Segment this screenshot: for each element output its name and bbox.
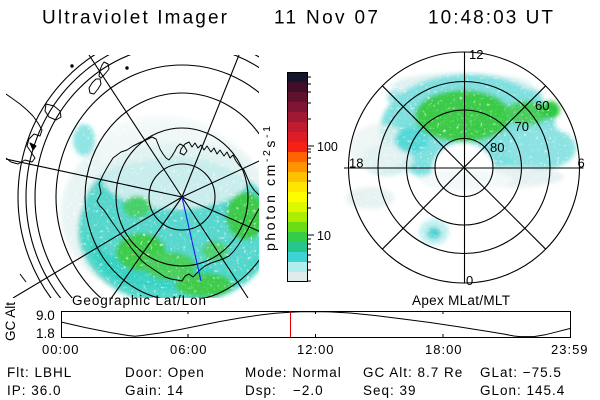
svg-text:GC Alt: 8.7 Re: GC Alt: 8.7 Re [363,365,463,380]
svg-text:1.8: 1.8 [36,326,55,341]
svg-text:9.0: 9.0 [36,308,55,323]
svg-text:Geographic Lat/Lon: Geographic Lat/Lon [72,293,206,308]
svg-text:18:00: 18:00 [425,342,463,357]
svg-text:100: 100 [317,140,338,154]
svg-text:23:59: 23:59 [551,342,589,357]
svg-text:Apex MLat/MLT: Apex MLat/MLT [412,293,510,308]
svg-text:10:48:03 UT: 10:48:03 UT [428,8,553,29]
svg-text:6: 6 [578,156,585,171]
svg-text:80: 80 [490,140,504,155]
svg-text:60: 60 [535,98,549,113]
svg-text:06:00: 06:00 [170,342,208,357]
svg-text:12: 12 [469,47,483,62]
svg-text:12:00: 12:00 [297,342,335,357]
svg-text:18: 18 [349,155,363,170]
svg-text:Dsp:: Dsp: [245,383,277,398]
svg-text:IP: 36.0: IP: 36.0 [7,383,62,398]
svg-text:10: 10 [317,229,331,243]
svg-text:Gain: 14: Gain: 14 [125,383,184,398]
svg-text:GLon: 145.4: GLon: 145.4 [480,383,565,398]
svg-text:11 Nov 07: 11 Nov 07 [274,8,378,29]
svg-text:Flt: LBHL: Flt: LBHL [7,365,72,380]
svg-text:Seq: 39: Seq: 39 [363,383,417,398]
svg-text:−2.0: −2.0 [293,383,324,398]
svg-text:GLat: −75.5: GLat: −75.5 [480,365,562,380]
svg-text:GC Alt: GC Alt [3,302,18,341]
svg-text:Door: Open: Door: Open [125,365,205,380]
svg-text:00:00: 00:00 [42,342,80,357]
svg-text:70: 70 [515,119,529,134]
svg-text:0: 0 [466,273,473,288]
svg-text:Mode: Normal: Mode: Normal [245,365,342,380]
